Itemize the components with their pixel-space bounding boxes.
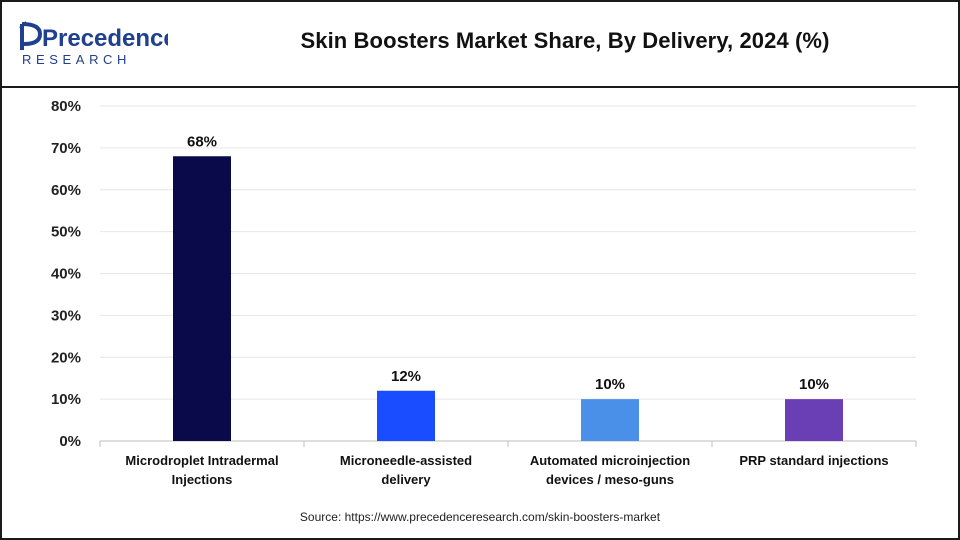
- x-tick-label-line: devices / meso-guns: [546, 472, 674, 487]
- logo-mark-icon: [19, 21, 43, 50]
- y-tick-label: 10%: [51, 391, 81, 408]
- y-tick-label: 60%: [51, 182, 81, 199]
- x-tick-label-line: Microneedle-assisted: [340, 453, 472, 468]
- y-tick-label: 70%: [51, 140, 81, 157]
- x-tick-label-line: Microdroplet Intradermal: [125, 453, 278, 468]
- source-note: Source: https://www.precedenceresearch.c…: [299, 510, 661, 524]
- data-label: 10%: [799, 376, 829, 393]
- x-tick-label: Microdroplet Intradermal Injections: [125, 453, 278, 487]
- bar: [581, 399, 639, 441]
- y-tick-label: 40%: [51, 266, 81, 283]
- y-tick-label: 80%: [51, 98, 81, 115]
- x-tick-label: Automated microinjection devices / meso-g…: [530, 453, 690, 487]
- precedence-research-logo: Precedence RESEARCH: [19, 21, 168, 67]
- y-tick-label: 30%: [51, 307, 81, 324]
- data-label: 68%: [187, 133, 217, 150]
- bar: [173, 156, 231, 441]
- x-tick-label: Microneedle-assisted delivery: [340, 453, 472, 487]
- y-tick-label: 20%: [51, 349, 81, 366]
- x-tick-label-line: Injections: [172, 472, 233, 487]
- header-bar: Precedence RESEARCH Skin Boosters Market…: [2, 2, 958, 88]
- x-tick-label: PRP standard injections: [739, 453, 888, 468]
- data-label: 12%: [391, 368, 421, 385]
- x-tick-label-line: PRP standard injections: [739, 453, 888, 468]
- y-tick-label: 50%: [51, 224, 81, 241]
- logo-wordmark: Precedence: [42, 25, 168, 52]
- x-tick-label-line: delivery: [381, 472, 431, 487]
- data-label: 10%: [595, 376, 625, 393]
- logo-subtext: RESEARCH: [22, 52, 131, 67]
- bar: [377, 390, 435, 441]
- chart-title: Skin Boosters Market Share, By Delivery,…: [300, 28, 830, 53]
- y-tick-label: 0%: [59, 433, 81, 450]
- x-tick-label-line: Automated microinjection: [530, 453, 690, 468]
- bar: [785, 399, 843, 441]
